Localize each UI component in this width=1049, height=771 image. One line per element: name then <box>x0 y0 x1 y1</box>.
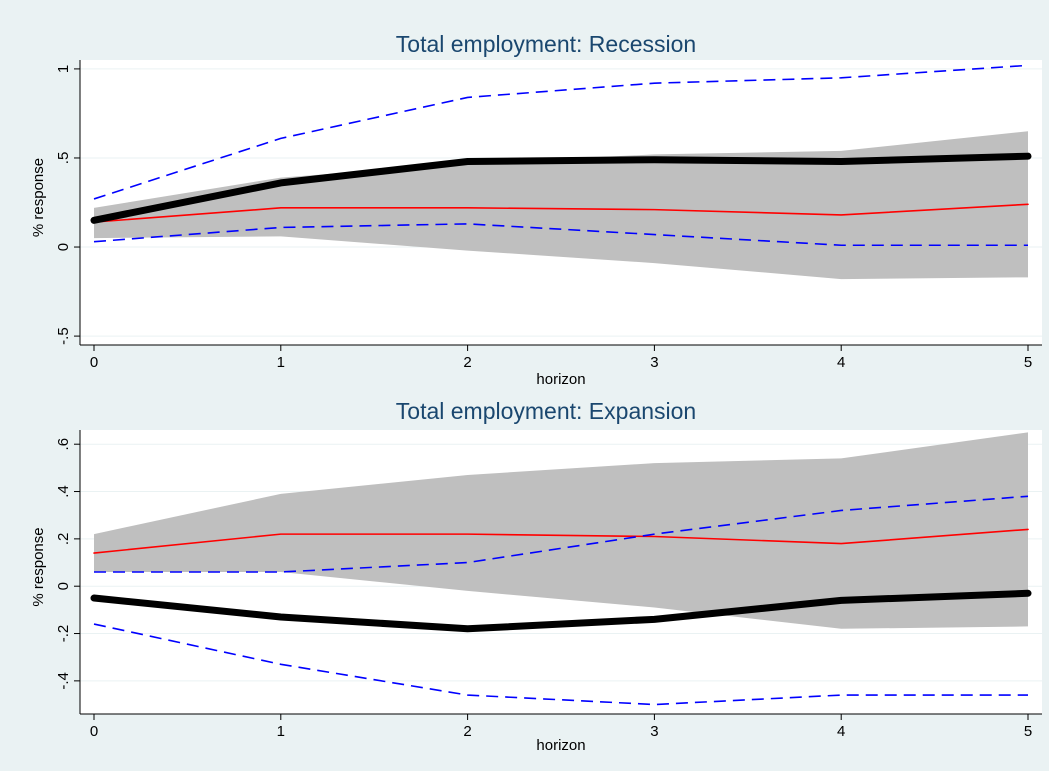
y-tick-label: -.2 <box>55 625 72 643</box>
x-tick-label: 0 <box>90 354 98 371</box>
x-tick-label: 1 <box>277 723 285 740</box>
y-tick-label: 1 <box>55 65 72 73</box>
x-axis-label: horizon <box>536 371 585 388</box>
series-line-state-upper <box>93 64 1029 200</box>
x-tick-label: 5 <box>1024 354 1032 371</box>
series-line-state-lower <box>93 623 1028 706</box>
x-tick-label: 4 <box>837 354 845 371</box>
x-tick-label: 0 <box>90 723 98 740</box>
y-tick-label: .2 <box>55 533 72 546</box>
x-tick-label: 3 <box>650 354 658 371</box>
x-tick-label: 5 <box>1024 723 1032 740</box>
series-line-linear <box>93 528 1029 554</box>
y-axis-label: % response <box>30 158 47 237</box>
series-line-linear <box>93 203 1029 223</box>
x-tick-label: 4 <box>837 723 845 740</box>
x-tick-label: 2 <box>463 723 471 740</box>
x-tick-label: 1 <box>277 354 285 371</box>
chart-panel-1: -.4 -.2 0 .2 .4 .6 0 1 2 3 4 5 Total employment: Exp… <box>30 398 1042 754</box>
y-tick-label: .4 <box>55 485 72 498</box>
y-tick-label: -.4 <box>55 672 72 690</box>
y-axis-label: % response <box>30 527 47 606</box>
series-line-state <box>90 152 1032 224</box>
series-line-state <box>90 589 1032 633</box>
y-tick-label: .6 <box>55 438 72 451</box>
y-tick-label: 0 <box>55 243 72 251</box>
confidence-band <box>94 131 1028 280</box>
x-tick-label: 3 <box>650 723 658 740</box>
confidence-band <box>94 432 1028 629</box>
series-line-state-upper <box>94 495 1029 573</box>
x-tick-label: 2 <box>463 354 471 371</box>
y-tick-label: -.5 <box>55 327 72 345</box>
y-tick-label: 0 <box>55 582 72 590</box>
chart-title: Total employment: Recession <box>396 31 696 57</box>
x-axis-label: horizon <box>536 737 585 754</box>
y-tick-label: .5 <box>55 152 72 165</box>
series-line-state-lower <box>93 223 1028 247</box>
chart-panel-0: -.5 0 .5 1 0 1 2 3 4 5 Total employment: Recession… <box>30 31 1042 388</box>
chart-title: Total employment: Expansion <box>396 398 696 424</box>
